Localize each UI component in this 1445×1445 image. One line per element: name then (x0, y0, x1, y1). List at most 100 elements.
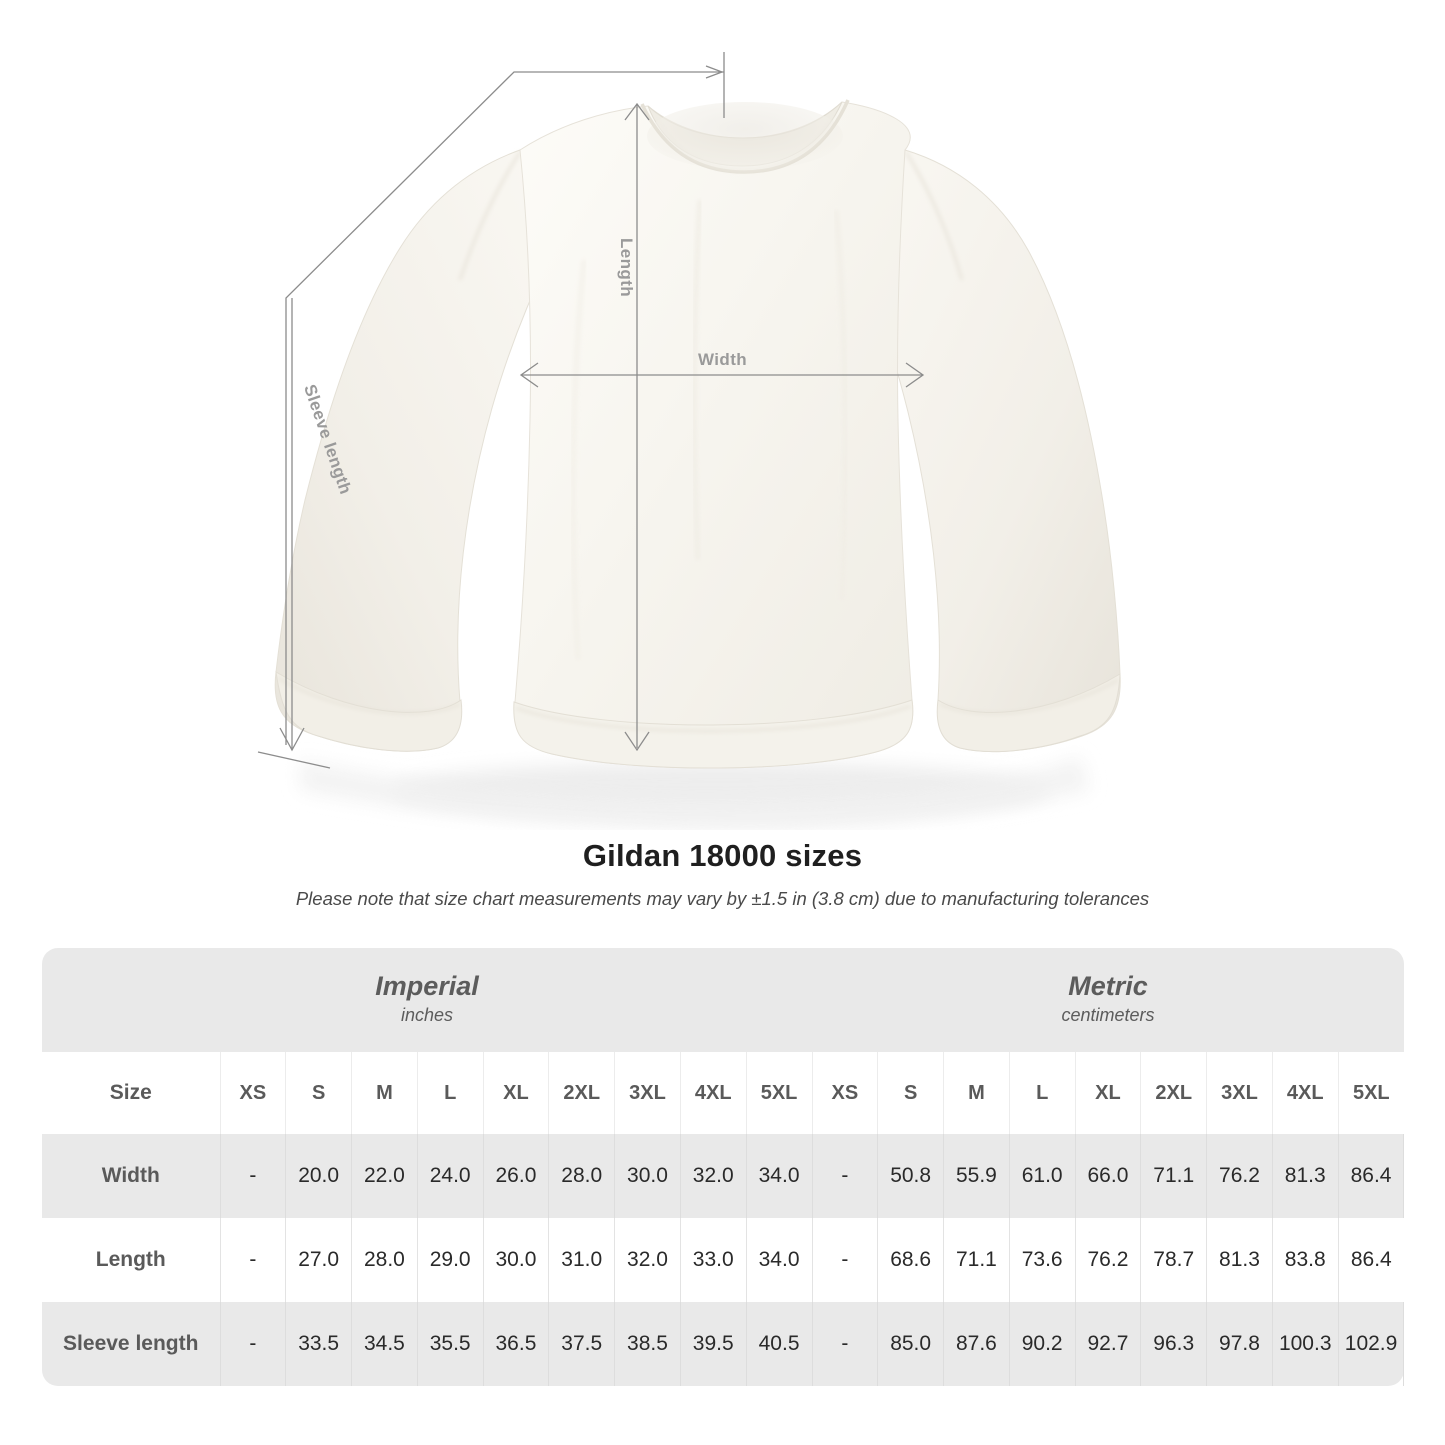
size-header-imperial-4xl: 4XL (680, 1052, 747, 1134)
cell-sleeve-length-imperial-s: 33.5 (285, 1302, 353, 1386)
size-chart-table-wrapper: Imperial inches Metric centimeters Size X… (42, 948, 1405, 1386)
size-header-imperial-3xl: 3XL (614, 1052, 681, 1134)
row-label-length: Length (42, 1218, 221, 1302)
cell-sleeve-length-metric-5xl: 102.9 (1338, 1302, 1405, 1386)
cell-width-imperial-xl: 26.0 (483, 1134, 550, 1218)
cell-sleeve-length-metric-4xl: 100.3 (1272, 1302, 1339, 1386)
cell-width-imperial-2xl: 28.0 (548, 1134, 616, 1218)
cell-sleeve-length-metric-2xl: 96.3 (1140, 1302, 1208, 1386)
table-row: Sleeve length -33.5 34.5 35.5 36.5 37.5 38.5 39… (42, 1302, 1405, 1386)
cell-width-metric-4xl: 81.3 (1272, 1134, 1339, 1218)
cell-sleeve-length-imperial-xl: 36.5 (483, 1302, 550, 1386)
cell-sleeve-length-imperial-l: 35.5 (417, 1302, 484, 1386)
cell-sleeve-length-imperial-xs: - (220, 1302, 287, 1386)
cell-sleeve-length-imperial-4xl: 39.5 (680, 1302, 747, 1386)
size-header-metric-5xl: 5XL (1338, 1052, 1404, 1134)
size-header-metric-3xl: 3XL (1206, 1052, 1273, 1134)
cell-length-metric-3xl: 81.3 (1206, 1218, 1273, 1302)
garment-illustration (257, 52, 1121, 830)
cell-width-imperial-l: 24.0 (417, 1134, 484, 1218)
cell-width-metric-s: 50.8 (877, 1134, 945, 1218)
garment-diagram: Length Width Sleeve length (257, 52, 1121, 830)
size-header-row: Size XS S M L XL 2XL 3XL 4XL 5XL XS S M L XL 2XL 3XL 4XL 5… (42, 1052, 1404, 1134)
size-header-imperial-xs: XS (220, 1052, 287, 1134)
cell-width-imperial-s: 20.0 (285, 1134, 353, 1218)
cell-sleeve-length-metric-xl: 92.7 (1075, 1302, 1142, 1386)
table-row: Width -20.0 22.0 24.0 26.0 28.0 30.0 32.0 34.0-5… (42, 1134, 1405, 1218)
imperial-unit-name: Imperial (375, 970, 479, 1001)
cell-length-imperial-5xl: 34.0 (746, 1218, 813, 1302)
size-header-metric-s: S (877, 1052, 945, 1134)
sleeve-length-guide (257, 52, 725, 769)
size-header-metric-m: M (943, 1052, 1010, 1134)
cell-length-metric-xs: - (812, 1218, 879, 1302)
row-label-width: Width (42, 1134, 221, 1218)
cell-sleeve-length-metric-xs: - (812, 1302, 879, 1386)
cell-width-metric-2xl: 71.1 (1140, 1134, 1208, 1218)
cell-length-imperial-3xl: 32.0 (614, 1218, 681, 1302)
cell-sleeve-length-imperial-5xl: 40.5 (746, 1302, 813, 1386)
length-dimension-label: Length (617, 238, 636, 298)
unit-banner-row: Imperial inches Metric centimeters (42, 948, 1404, 1052)
size-header-metric-2xl: 2XL (1140, 1052, 1208, 1134)
cell-length-imperial-2xl: 31.0 (548, 1218, 616, 1302)
cell-length-imperial-m: 28.0 (351, 1218, 418, 1302)
size-header-imperial-5xl: 5XL (746, 1052, 813, 1134)
size-header-metric-4xl: 4XL (1272, 1052, 1339, 1134)
tolerance-note: Please note that size chart measurements… (295, 888, 1150, 909)
cell-length-imperial-l: 29.0 (417, 1218, 484, 1302)
table-row: Length -27.0 28.0 29.0 30.0 31.0 32.0 33.0 34.0-… (42, 1218, 1404, 1302)
cell-sleeve-length-imperial-3xl: 38.5 (614, 1302, 681, 1386)
size-header-imperial-xl: XL (483, 1052, 550, 1134)
cell-length-imperial-4xl: 33.0 (680, 1218, 747, 1302)
cell-width-imperial-3xl: 30.0 (614, 1134, 681, 1218)
cell-sleeve-length-imperial-m: 34.5 (351, 1302, 418, 1386)
page-title: Gildan 18000 sizes (582, 838, 863, 873)
size-header-imperial-l: L (417, 1052, 484, 1134)
width-guide (519, 362, 925, 388)
cell-width-metric-3xl: 76.2 (1206, 1134, 1273, 1218)
row-label-sleeve-length: Sleeve length (42, 1302, 221, 1386)
cell-length-metric-5xl: 86.4 (1338, 1218, 1404, 1302)
cell-length-metric-xl: 76.2 (1075, 1218, 1142, 1302)
cell-sleeve-length-metric-s: 85.0 (877, 1302, 945, 1386)
cell-sleeve-length-metric-3xl: 97.8 (1206, 1302, 1273, 1386)
cell-sleeve-length-metric-m: 87.6 (943, 1302, 1010, 1386)
size-chart-table: Imperial inches Metric centimeters Size X… (42, 948, 1405, 1386)
cell-length-metric-m: 71.1 (943, 1218, 1010, 1302)
cell-sleeve-length-metric-l: 90.2 (1009, 1302, 1076, 1386)
cell-width-metric-xs: - (812, 1134, 879, 1218)
width-dimension-label: Width (698, 350, 748, 369)
cell-length-metric-l: 73.6 (1009, 1218, 1076, 1302)
metric-unit-header: Metric centimeters (812, 948, 1404, 1052)
cell-width-metric-l: 61.0 (1009, 1134, 1076, 1218)
size-header-metric-l: L (1009, 1052, 1076, 1134)
cell-length-metric-4xl: 83.8 (1272, 1218, 1339, 1302)
size-header-metric-xs: XS (812, 1052, 879, 1134)
metric-unit-name: Metric (1068, 970, 1148, 1001)
cell-width-metric-5xl: 86.4 (1338, 1134, 1405, 1218)
cell-length-imperial-xs: - (220, 1218, 287, 1302)
cell-width-imperial-5xl: 34.0 (746, 1134, 813, 1218)
cell-length-imperial-xl: 30.0 (483, 1218, 550, 1302)
metric-unit-sub: centimeters (1061, 1005, 1155, 1026)
size-header-imperial-m: M (351, 1052, 418, 1134)
length-guide (624, 102, 650, 752)
cell-width-imperial-4xl: 32.0 (680, 1134, 747, 1218)
size-header-imperial-s: S (285, 1052, 353, 1134)
imperial-unit-sub: inches (400, 1005, 454, 1026)
size-header-imperial-2xl: 2XL (548, 1052, 616, 1134)
size-header-metric-xl: XL (1075, 1052, 1142, 1134)
cell-length-imperial-s: 27.0 (285, 1218, 353, 1302)
cell-width-metric-m: 55.9 (943, 1134, 1010, 1218)
cell-length-metric-2xl: 78.7 (1140, 1218, 1208, 1302)
size-row-header: Size (42, 1052, 221, 1134)
imperial-unit-header: Imperial inches (42, 948, 812, 1052)
title-block: Gildan 18000 sizes Please note that size… (0, 838, 1445, 910)
cell-width-imperial-xs: - (220, 1134, 287, 1218)
size-table-body: Width -20.0 22.0 24.0 26.0 28.0 30.0 32.0 34.0-5… (42, 1134, 1405, 1386)
cell-width-metric-xl: 66.0 (1075, 1134, 1142, 1218)
cell-length-metric-s: 68.6 (877, 1218, 945, 1302)
cell-width-imperial-m: 22.0 (351, 1134, 418, 1218)
cell-sleeve-length-imperial-2xl: 37.5 (548, 1302, 616, 1386)
